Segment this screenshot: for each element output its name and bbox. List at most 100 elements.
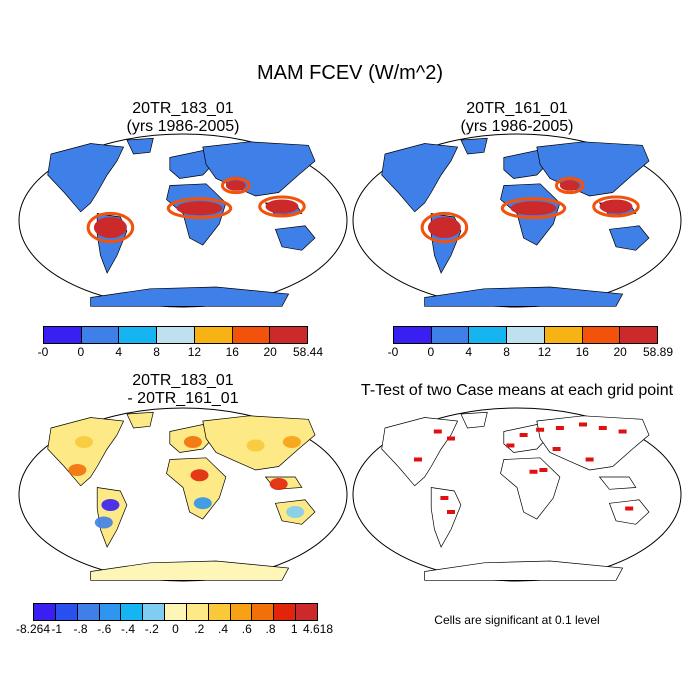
map-top-right xyxy=(352,133,682,308)
colorbar-tick-label: 0 xyxy=(172,622,179,636)
warm-region xyxy=(427,217,461,238)
colorbar-tick-label: 16 xyxy=(575,345,589,359)
continent-australia xyxy=(608,499,650,525)
difference-patch xyxy=(68,464,87,476)
significant-cell xyxy=(625,506,634,511)
colorbar-top-right xyxy=(393,326,658,344)
difference-patch xyxy=(269,478,288,490)
main-title: MAM FCEV (W/m^2) xyxy=(256,62,444,84)
significant-cell xyxy=(414,457,422,462)
colorbar-tick-label: -.4 xyxy=(120,622,136,636)
significant-cell xyxy=(447,436,455,441)
colorbar-swatch xyxy=(119,327,158,343)
panel-title-bottom-right: T-Test of two Case means at each grid po… xyxy=(360,382,674,399)
colorbar-tick-label: 4 xyxy=(465,345,473,359)
colorbar-swatch xyxy=(157,327,195,343)
colorbar-tick-label: 20 xyxy=(613,345,627,359)
difference-patch xyxy=(282,436,301,448)
panel-title-line1: 20TR_183_01 xyxy=(132,100,234,117)
warm-region-edge xyxy=(554,176,585,195)
colorbar-swatch xyxy=(274,604,297,620)
colorbar-tick-label: .2 xyxy=(194,622,205,636)
colorbar-tick-label: 8 xyxy=(503,345,510,359)
colorbar-ticks-top-left: -0 0 4 8 12 16 20 58.44 xyxy=(38,345,323,359)
colorbar-swatch xyxy=(165,604,187,620)
difference-patch xyxy=(101,499,120,511)
colorbar-swatch xyxy=(469,327,508,343)
colorbar-swatch xyxy=(34,604,56,620)
colorbar-tick-label: .4 xyxy=(217,622,229,636)
colorbar-swatch xyxy=(44,327,82,343)
continent-north-america xyxy=(381,417,459,487)
significant-cell xyxy=(536,427,545,432)
panel-title-line2: (yrs 1986-2005) xyxy=(460,118,574,135)
colorbar-tick-label: 12 xyxy=(537,345,552,359)
warm-region xyxy=(559,180,580,191)
colorbar-bottom-left xyxy=(33,603,318,621)
colorbar-swatch xyxy=(121,604,144,620)
colorbar-swatch xyxy=(270,327,308,343)
panel-title-line2: (yrs 1986-2005) xyxy=(126,118,240,135)
colorbar-swatch xyxy=(620,327,658,343)
warm-region-edge xyxy=(258,195,306,218)
panel-title-bottom-left: 20TR_183_01 - 20TR_161_01 xyxy=(18,372,348,408)
continent-antarctica xyxy=(424,560,624,581)
colorbar-swatch xyxy=(143,604,166,620)
colorbar-swatch xyxy=(507,327,545,343)
colorbar-tick-label: 58.44 xyxy=(292,345,324,359)
colorbar-tick-label: -.6 xyxy=(97,622,112,636)
warm-region xyxy=(93,217,127,238)
warm-region-edge xyxy=(86,211,135,244)
warm-region-edge xyxy=(500,197,567,220)
colorbar-tick-label: -1 xyxy=(51,622,63,636)
significance-note: Cells are significant at 0.1 level xyxy=(434,613,600,627)
continent-africa xyxy=(500,457,561,520)
colorbar-tick-label: -.8 xyxy=(73,622,88,636)
significant-cell xyxy=(539,468,548,472)
colorbar-tick-label: .8 xyxy=(265,622,276,636)
warm-region xyxy=(176,201,223,216)
colorbar-tick-label: 16 xyxy=(225,345,239,359)
continent-greenland xyxy=(126,137,154,155)
continent-antarctica xyxy=(424,286,624,307)
warm-region xyxy=(265,199,299,214)
continent-greenland xyxy=(460,411,488,429)
colorbar-tick-label: 0 xyxy=(77,345,85,359)
colorbar-tick-label: 8 xyxy=(153,345,160,359)
colorbar-tick-label: 58.89 xyxy=(642,345,674,359)
significant-cell xyxy=(440,496,449,500)
significant-cell xyxy=(552,447,561,451)
colorbar-tick-label: 0 xyxy=(427,345,435,359)
difference-patch xyxy=(94,516,113,529)
continent-south-america xyxy=(430,487,462,548)
panel-title-top-left: 20TR_183_01 (yrs 1986-2005) xyxy=(18,100,348,136)
colorbar-swatch xyxy=(230,604,253,620)
panel-title-top-right: 20TR_161_01 (yrs 1986-2005) xyxy=(352,100,682,136)
colorbar-ticks-bottom-left: -8.264 -1 -.8 -.6 -.4 -.2 0 .2 .4 .6 .8 1 4.618 xyxy=(16,622,333,636)
colorbar-swatch xyxy=(544,327,583,343)
colorbar-tick-label: 12 xyxy=(187,345,202,359)
continent-maritime xyxy=(598,476,637,490)
colorbar-tick-label: 4 xyxy=(115,345,123,359)
colorbar-swatch xyxy=(55,604,78,620)
panel-title-line1: 20TR_161_01 xyxy=(466,100,568,117)
warm-region-edge xyxy=(420,211,469,244)
significant-cell xyxy=(506,443,515,448)
colorbar-top-left xyxy=(43,326,308,344)
significant-cell xyxy=(598,426,607,430)
difference-patch xyxy=(246,439,265,452)
panel-title-line2: - 20TR_161_01 xyxy=(127,390,239,407)
significant-cell xyxy=(579,422,587,427)
colorbar-swatch xyxy=(186,604,209,620)
warm-region xyxy=(225,180,246,191)
colorbar-ticks-top-right: -0 0 4 8 12 16 20 58.89 xyxy=(388,345,673,359)
warm-region-edge xyxy=(592,195,640,218)
colorbar-swatch xyxy=(394,327,432,343)
difference-patch xyxy=(190,469,209,482)
difference-patch xyxy=(75,436,93,448)
significant-cell xyxy=(529,469,538,474)
colorbar-tick-label: -.2 xyxy=(144,622,159,636)
continent-antarctica xyxy=(90,286,290,307)
colorbar-tick-label: .6 xyxy=(241,622,252,636)
difference-patch xyxy=(183,436,202,448)
